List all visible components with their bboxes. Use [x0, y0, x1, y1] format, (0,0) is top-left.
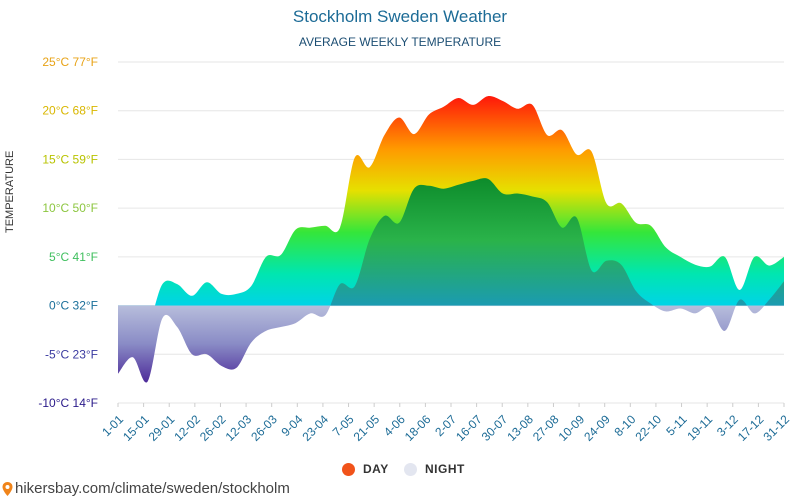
source-credit[interactable]: hikersbay.com/climate/sweden/stockholm	[2, 480, 290, 497]
x-tick-label: 26-02	[197, 412, 229, 444]
x-tick-label: 15-01	[120, 412, 152, 444]
chart-title: Stockholm Sweden Weather	[292, 7, 508, 26]
y-tick-label: 10°C 50°F	[42, 201, 98, 215]
legend-night-label: NIGHT	[425, 462, 465, 476]
x-tick-label: 10-09	[556, 412, 588, 444]
legend-day-label: DAY	[363, 462, 389, 476]
x-tick-label: 26-03	[248, 412, 280, 444]
x-tick-label: 22-10	[632, 412, 664, 444]
x-tick-label: 30-07	[479, 412, 511, 444]
x-tick-label: 21-05	[351, 412, 383, 444]
legend-day-swatch	[342, 462, 355, 476]
x-tick-label: 18-06	[402, 412, 434, 444]
chart-areas	[118, 96, 784, 383]
night-area-above-zero[interactable]	[118, 178, 784, 382]
legend-night-swatch	[404, 462, 417, 476]
legend-day[interactable]: DAY	[342, 462, 389, 476]
y-tick-label: -10°C 14°F	[38, 396, 98, 410]
y-tick-labels: 25°C 77°F 20°C 68°F 15°C 59°F 10°C 50°F 5°C …	[38, 55, 98, 410]
map-pin-icon	[2, 481, 13, 496]
chart-subtitle: AVERAGE WEEKLY TEMPERATURE	[298, 35, 502, 49]
x-tick-label: 29-01	[146, 412, 178, 444]
legend-night[interactable]: NIGHT	[404, 462, 465, 476]
x-tick-label: 16-07	[453, 412, 485, 444]
x-tick-label: 23-04	[299, 412, 331, 444]
source-link[interactable]: hikersbay.com/climate/sweden/stockholm	[15, 480, 290, 497]
x-tick-labels: 1-0115-0129-0112-0226-0212-0326-039-0423…	[99, 403, 792, 444]
x-tick-label: 27-08	[530, 412, 562, 444]
y-tick-label: 15°C 59°F	[42, 152, 98, 166]
y-tick-label: 20°C 68°F	[42, 104, 98, 118]
y-tick-label: -5°C 23°F	[45, 347, 98, 361]
x-tick-label: 31-12	[761, 412, 793, 444]
y-axis-label: TEMPERATURE	[4, 150, 16, 233]
y-tick-label: 5°C 41°F	[49, 250, 98, 264]
x-tick-label: 19-11	[684, 412, 715, 443]
x-tick-label: 13-08	[504, 412, 536, 444]
y-tick-label: 25°C 77°F	[42, 55, 98, 69]
x-tick-label: 12-02	[171, 412, 203, 444]
x-tick-label: 12-03	[223, 412, 255, 444]
x-tick-label: 17-12	[735, 412, 767, 444]
x-tick-label: 24-09	[581, 412, 613, 444]
y-tick-label: 0°C 32°F	[49, 299, 98, 313]
night-area-below-zero[interactable]	[118, 178, 784, 383]
